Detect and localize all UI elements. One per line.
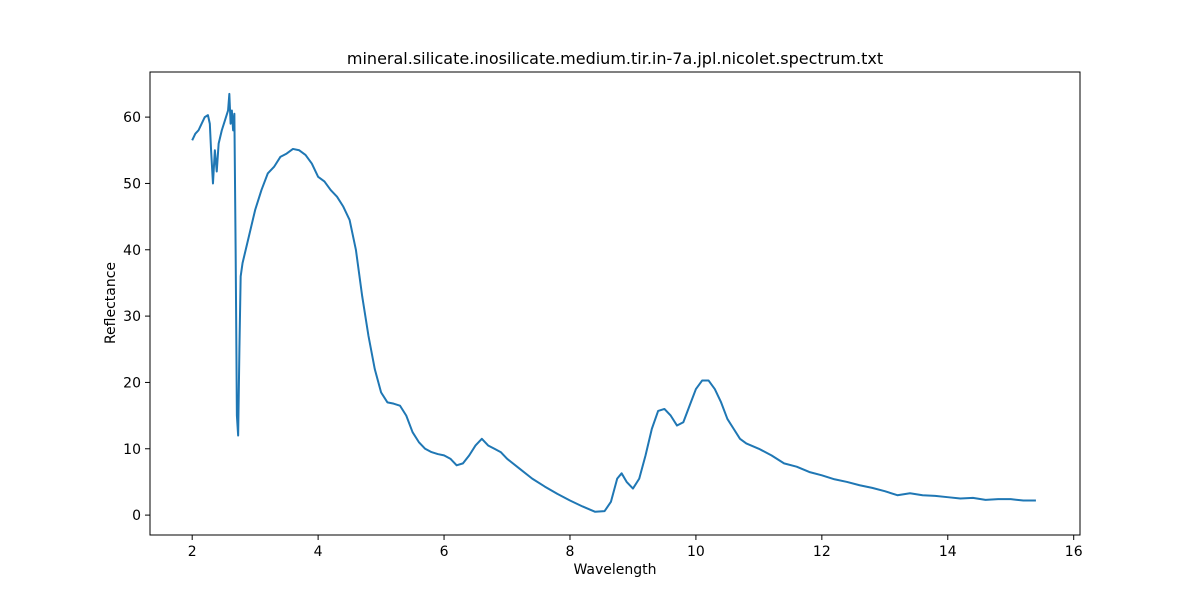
x-tick-label: 14 (939, 544, 957, 560)
y-tick-label: 0 (132, 508, 141, 524)
x-tick-label: 8 (566, 544, 575, 560)
plot-frame (149, 71, 1081, 536)
y-tick-label: 40 (123, 243, 141, 259)
y-tick-label: 30 (123, 309, 141, 325)
x-tick-label: 10 (687, 544, 705, 560)
x-tick-label: 2 (188, 544, 197, 560)
x-tick-label: 4 (314, 544, 323, 560)
y-tick-label: 10 (123, 442, 141, 458)
y-tick-label: 60 (123, 110, 141, 126)
chart-title: mineral.silicate.inosilicate.medium.tir.… (347, 49, 883, 68)
spectrum-line (191, 92, 1036, 513)
x-tick-label: 16 (1065, 544, 1083, 560)
y-axis-label: Reflectance (103, 262, 119, 344)
x-tick-label: 12 (813, 544, 831, 560)
y-tick-label: 20 (123, 375, 141, 391)
y-tick-label: 50 (123, 176, 141, 192)
x-axis-label: Wavelength (573, 562, 656, 578)
x-tick-label: 6 (440, 544, 449, 560)
